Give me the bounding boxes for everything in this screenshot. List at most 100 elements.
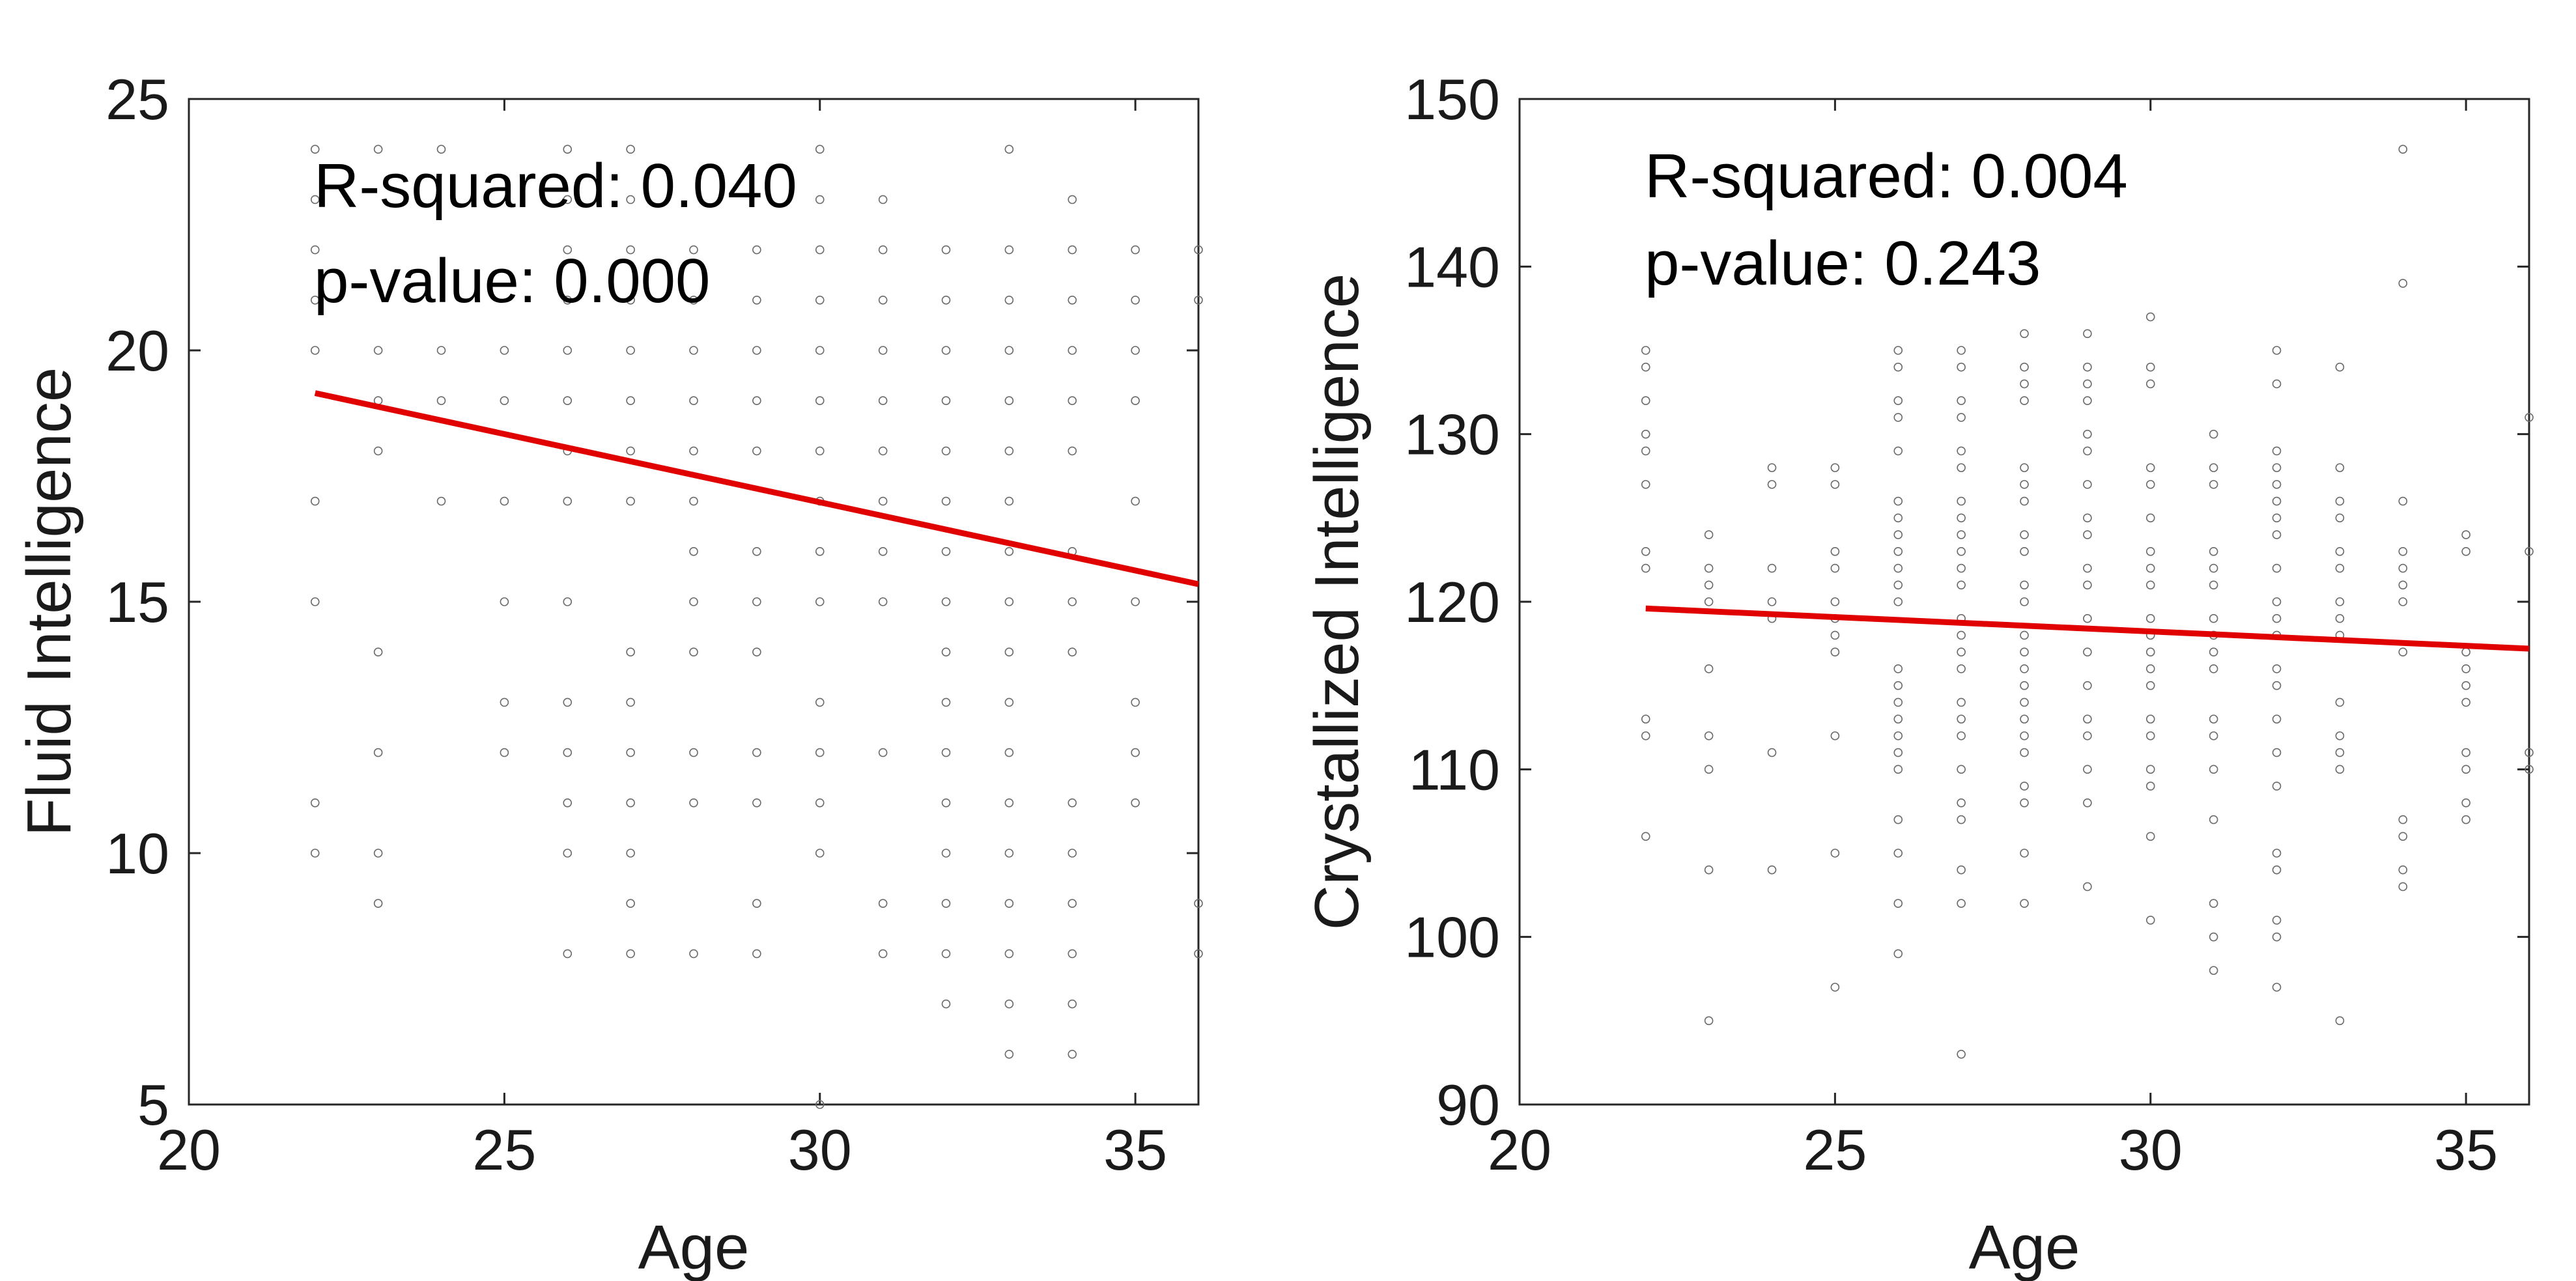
scatter-point [2461, 664, 2470, 673]
scatter-point [1004, 496, 1014, 506]
scatter-point [1641, 731, 1650, 740]
scatter-point [1068, 446, 1077, 456]
scatter-point [2145, 765, 2155, 774]
scatter-point [1893, 597, 1903, 606]
scatter-point [2272, 781, 2282, 791]
scatter-point [941, 999, 951, 1009]
scatter-point [1830, 731, 1840, 740]
y-tick-label: 120 [1404, 570, 1500, 634]
scatter-point [626, 346, 635, 355]
scatter-point [2272, 563, 2282, 573]
scatter-point [2398, 546, 2408, 556]
scatter-point [500, 346, 509, 355]
scatter-point [1641, 546, 1650, 556]
scatter-point [1767, 563, 1777, 573]
scatter-point [1194, 949, 1203, 959]
scatter-point [878, 597, 888, 606]
scatter-point [941, 899, 951, 908]
scatter-point [2272, 379, 2282, 389]
scatter-point [2398, 145, 2408, 154]
scatter-point [373, 145, 383, 154]
scatter-point [626, 647, 635, 657]
scatter-point [1131, 798, 1140, 808]
scatter-point [689, 597, 698, 606]
scatter-point [752, 899, 761, 908]
scatter-point [2209, 580, 2218, 590]
scatter-point [2083, 731, 2092, 740]
scatter-point [2020, 379, 2029, 389]
scatter-point [941, 295, 951, 305]
scatter-point [2209, 613, 2218, 623]
scatter-point [1830, 630, 1840, 640]
scatter-point [941, 446, 951, 456]
scatter-point [1957, 630, 1966, 640]
scatter-point [752, 245, 761, 255]
scatter-point [1131, 597, 1140, 606]
y-tick-label: 100 [1404, 905, 1500, 970]
scatter-point [2083, 362, 2092, 372]
scatter-point [1004, 597, 1014, 606]
scatter-point [563, 798, 573, 808]
scatter-point [1957, 563, 1966, 573]
scatter-point [2020, 630, 2029, 640]
scatter-point [1004, 396, 1014, 406]
scatter-point [1957, 546, 1966, 556]
scatter-point [310, 346, 320, 355]
scatter-point [1957, 731, 1966, 740]
scatter-point [2272, 480, 2282, 489]
scatter-point [941, 697, 951, 707]
x-tick-labels: 20 25 30 35 [157, 1118, 1167, 1182]
scatter-point [2145, 916, 2155, 925]
scatter-point [1957, 580, 1966, 590]
scatter-point [1004, 245, 1014, 255]
scatter-point [2461, 530, 2470, 539]
scatter-point [2145, 513, 2155, 523]
scatter-point [2525, 413, 2534, 422]
scatter-point [752, 798, 761, 808]
scatter-point [1893, 664, 1903, 673]
scatter-point [2145, 379, 2155, 389]
x-tick-label: 30 [788, 1118, 852, 1182]
scatter-point [2209, 647, 2218, 657]
scatter-point [815, 748, 825, 757]
scatter-point [2525, 546, 2534, 556]
scatter-point [2083, 530, 2092, 539]
scatter-point [1641, 429, 1650, 439]
scatter-point [1704, 765, 1714, 774]
scatter-point [2209, 664, 2218, 673]
scatter-point [1957, 1050, 1966, 1059]
x-tick-label: 35 [1103, 1118, 1167, 1182]
r-squared-annotation: R-squared: 0.004 [1645, 141, 2128, 211]
scatter-point [2209, 463, 2218, 472]
scatter-point [2020, 849, 2029, 858]
scatter-point [1957, 714, 1966, 724]
scatter-point [1893, 849, 1903, 858]
scatter-point [1704, 1016, 1714, 1026]
scatter-point [2020, 496, 2029, 506]
regression-line [314, 390, 1199, 587]
scatter-point [626, 245, 635, 255]
scatter-point [1194, 295, 1203, 305]
scatter-point [2083, 714, 2092, 724]
scatter-point [1957, 765, 1966, 774]
scatter-point [2020, 781, 2029, 791]
scatter-point [1893, 513, 1903, 523]
tick-marks [188, 98, 1198, 1106]
scatter-point [1131, 496, 1140, 506]
scatter-point [1893, 697, 1903, 707]
scatter-point [436, 346, 446, 355]
y-tick-label: 90 [1436, 1073, 1500, 1137]
scatter-point [563, 145, 573, 154]
y-axis-label: Fluid Intelligence [14, 367, 84, 836]
scatter-point [752, 346, 761, 355]
scatter-point [373, 748, 383, 757]
scatter-point [2083, 563, 2092, 573]
scatter-point [941, 647, 951, 657]
scatter-point [2083, 329, 2092, 339]
scatter-point [2020, 697, 2029, 707]
scatter-point [689, 798, 698, 808]
scatter-point [1893, 748, 1903, 757]
scatter-point [1957, 530, 1966, 539]
scatter-point [1068, 849, 1077, 858]
scatter-point [941, 496, 951, 506]
